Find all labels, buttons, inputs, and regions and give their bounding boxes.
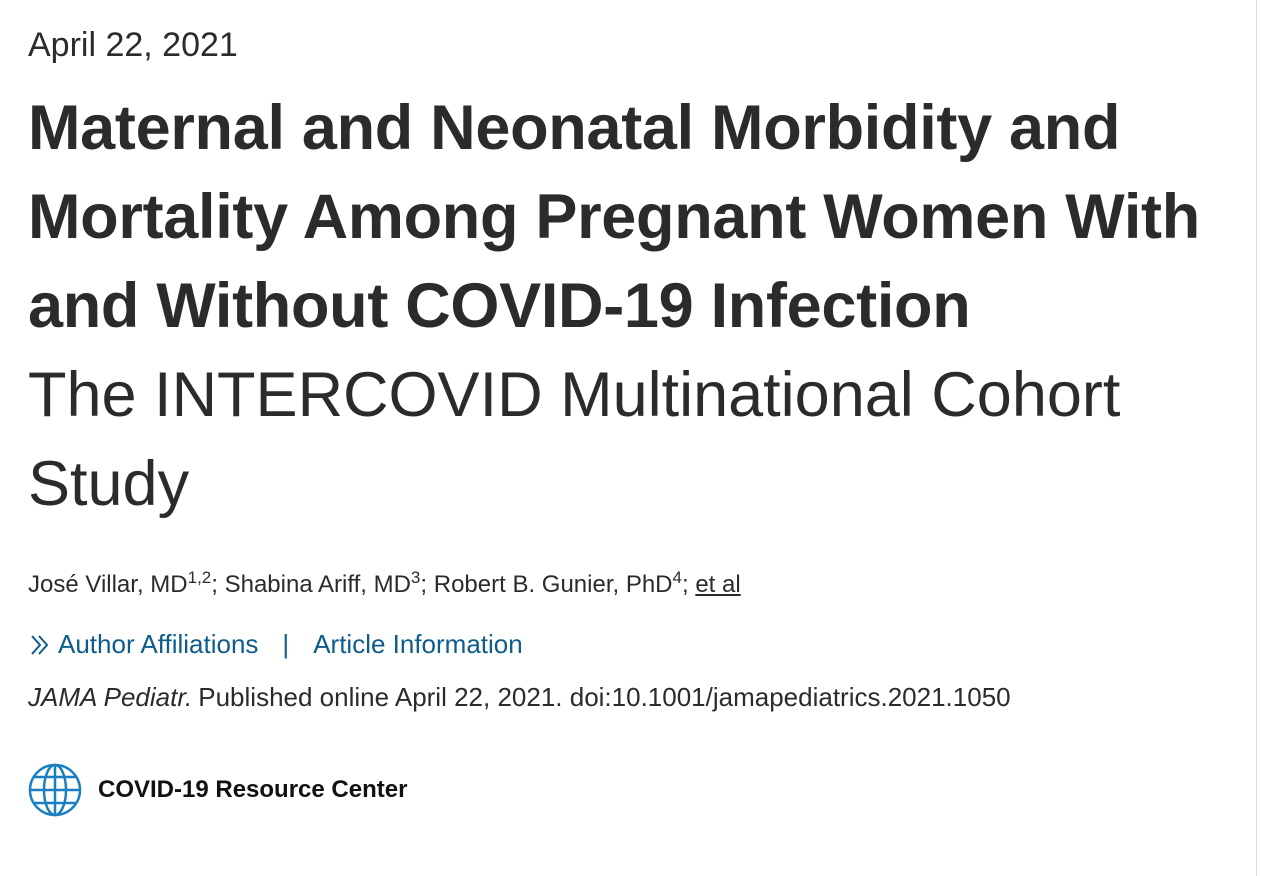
authors: José Villar, MD1,2; Shabina Ariff, MD3; … <box>28 569 1228 601</box>
affiliation-ref: 4 <box>672 568 682 587</box>
resource-link[interactable]: COVID-19 Resource Center <box>98 776 408 803</box>
citation-text: Published online April 22, 2021. doi:10.… <box>198 682 1011 712</box>
separator: ; <box>681 571 689 598</box>
article-information-link[interactable]: Article Information <box>313 629 523 659</box>
article-header: April 22, 2021 Maternal and Neonatal Mor… <box>28 22 1228 817</box>
article-subtitle: The INTERCOVID Multinational Cohort Stud… <box>28 360 1121 519</box>
globe-icon <box>28 763 82 817</box>
chevron-icon <box>31 634 49 655</box>
affiliation-ref: 3 <box>410 568 421 587</box>
info-links: Author Affiliations | Article Informatio… <box>28 629 1228 660</box>
et-al-link[interactable]: et al <box>695 571 741 598</box>
author[interactable]: Shabina Ariff, MD <box>224 571 411 598</box>
author[interactable]: José Villar, MD <box>28 571 188 598</box>
page-border <box>1256 0 1257 876</box>
separator: ; <box>211 571 218 598</box>
separator: ; <box>420 571 428 598</box>
author[interactable]: Robert B. Gunier, PhD <box>433 571 673 598</box>
separator: | <box>282 629 290 659</box>
journal: JAMA Pediatr. <box>28 682 193 712</box>
affiliation-ref: 1,2 <box>187 568 212 587</box>
resource-center[interactable]: COVID-19 Resource Center <box>28 763 1228 817</box>
citation: JAMA Pediatr. Published online April 22, … <box>28 682 1228 713</box>
author-affiliations-link[interactable]: Author Affiliations <box>58 629 259 659</box>
article-title: Maternal and Neonatal Morbidity and Mort… <box>28 93 1200 341</box>
publish-date: April 22, 2021 <box>28 26 238 64</box>
